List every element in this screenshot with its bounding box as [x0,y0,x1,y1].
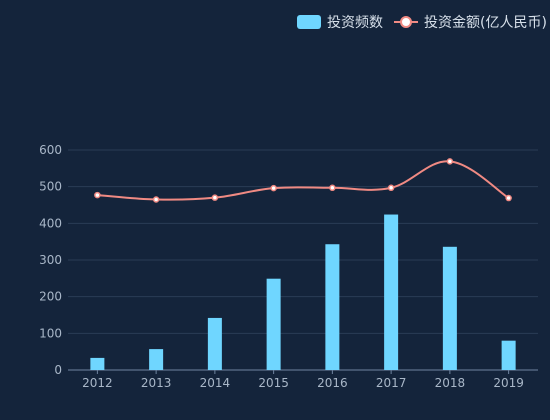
grid-lines [68,149,538,334]
line-point [94,191,101,199]
bar [501,340,516,370]
line-point [387,184,395,192]
y-tick-label: 500 [39,180,62,194]
y-tick-label: 300 [39,253,62,267]
bar [384,214,399,370]
y-tick-label: 400 [39,216,62,230]
bar [325,244,340,370]
bar [149,349,164,370]
x-tick-label: 2016 [317,376,348,390]
y-tick-label: 100 [39,326,62,340]
legend-bar-label[interactable]: 投资频数 [327,15,383,31]
line-point [211,194,219,201]
line-point [505,194,512,202]
bar [442,246,457,370]
x-tick-label: 2014 [200,376,231,390]
bar [90,357,105,370]
line-point [446,158,454,165]
x-tick-label: 2015 [258,376,289,390]
bar-series [90,214,516,370]
legend-line-label[interactable]: 投资金额(亿人民币) [424,15,547,31]
x-axis-ticks: 2012 2013 2014 2015 2016 2017 2018 2019 [82,370,524,390]
line-points [94,158,512,203]
legend-line-marker[interactable] [400,16,412,28]
x-tick-label: 2017 [376,376,407,390]
y-tick-label: 0 [54,363,62,377]
x-tick-label: 2019 [493,376,524,390]
line-point [152,196,160,203]
line-series-path [97,160,510,201]
y-tick-label: 600 [39,143,62,157]
line-point [270,184,277,192]
line-point [329,184,336,192]
x-tick-label: 2012 [82,376,113,390]
x-tick-label: 2018 [435,376,466,390]
x-tick-label: 2013 [141,376,172,390]
legend-bar-swatch[interactable] [297,15,321,29]
bar [266,278,281,370]
legend: 投资频数 投资金额(亿人民币) [297,15,547,31]
bar [207,317,222,370]
y-axis-ticks: 0 100 200 300 400 500 600 [39,143,62,377]
y-tick-label: 200 [39,290,62,304]
